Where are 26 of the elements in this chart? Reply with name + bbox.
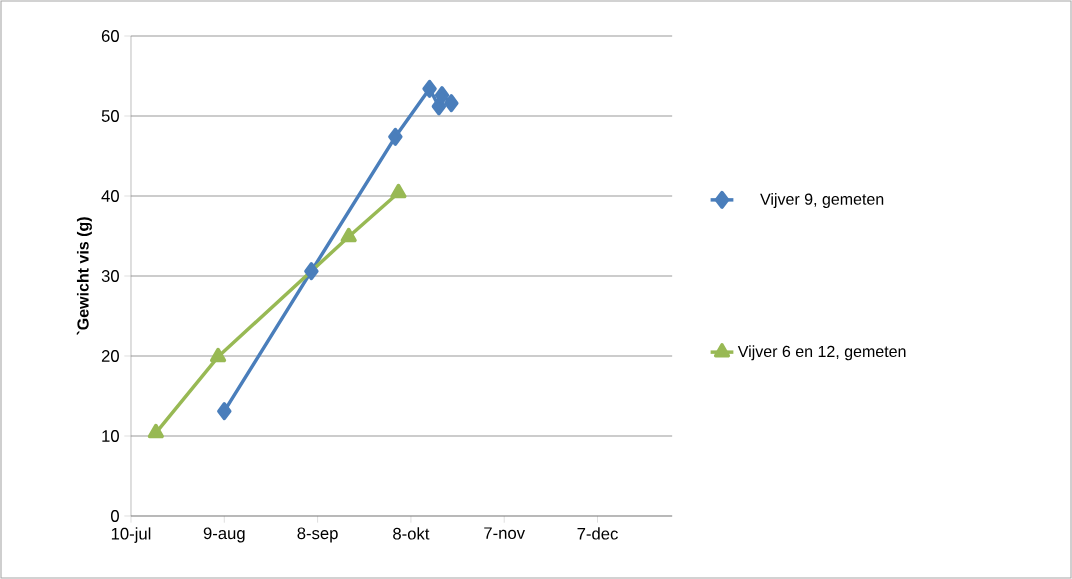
- x-tick-label: 7-dec: [577, 527, 618, 540]
- point: [217, 402, 232, 421]
- point: [340, 227, 357, 243]
- point: [422, 79, 437, 98]
- x-tick-label: 8-sep: [297, 527, 338, 543]
- y-tick-label: 10: [102, 430, 119, 442]
- legend-label: Vijver 6 en 12, gemeten: [737, 345, 906, 361]
- point: [209, 347, 227, 363]
- y-axis-title: `Gewicht vis (g): [76, 217, 92, 336]
- point: [390, 183, 407, 199]
- point: [444, 94, 459, 113]
- y-tick-label: 0: [111, 510, 119, 522]
- y-tick-label: 30: [101, 270, 119, 282]
- y-tick-label: 40: [101, 190, 119, 202]
- point: [147, 423, 164, 439]
- point: [388, 127, 403, 146]
- y-tick-label: 60: [101, 30, 119, 42]
- x-tick-label: 8-okt: [393, 527, 430, 540]
- point: [434, 86, 450, 105]
- x-tick-label: 9-aug: [203, 527, 245, 543]
- x-tick-label: 10-jul: [111, 527, 151, 543]
- x-tick-label: 7-nov: [484, 527, 525, 540]
- y-tick-label: 50: [101, 110, 119, 122]
- legend-label: Vijver 9, gemeten: [760, 193, 884, 208]
- point: [304, 262, 319, 281]
- y-tick-label: 20: [101, 350, 119, 362]
